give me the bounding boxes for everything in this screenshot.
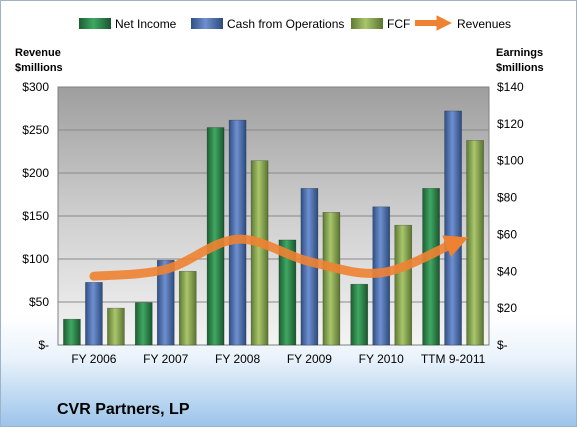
y-right-title-line1: Earnings — [496, 47, 543, 59]
y-right-title-line2: $millions — [496, 62, 544, 74]
x-tick-label: FY 2006 — [71, 352, 116, 366]
legend-label-net-income: Net Income — [115, 17, 177, 31]
revenue-line — [89, 234, 469, 281]
y-left-tick-label: $100 — [22, 252, 49, 266]
bar — [85, 282, 103, 346]
y-right-tick-label: $80 — [497, 191, 517, 205]
x-tick-label: FY 2009 — [287, 352, 332, 366]
y-left-title-line1: Revenue — [15, 47, 61, 59]
y-right-tick-label: $140 — [497, 80, 524, 94]
legend-label-revenues: Revenues — [457, 17, 511, 31]
legend: Net Income Cash from Operations FCF Reve… — [79, 15, 511, 31]
legend-label-cash-from-operations: Cash from Operations — [227, 17, 344, 31]
y-left-tick-label: $300 — [22, 80, 49, 94]
bar — [250, 160, 269, 346]
legend-label-fcf: FCF — [387, 17, 410, 31]
x-tick-label: FY 2010 — [359, 352, 404, 366]
bars — [63, 110, 484, 346]
bar — [422, 188, 440, 346]
x-tick-label: FY 2007 — [143, 352, 188, 366]
bar — [466, 140, 484, 346]
legend-swatch-cash-from-operations — [191, 18, 223, 29]
y-right-tick-label: $100 — [497, 154, 524, 168]
y-right-tick-label: $120 — [497, 117, 524, 131]
bar — [107, 307, 125, 346]
bar — [206, 127, 225, 346]
gridlines — [58, 129, 489, 303]
x-tick-label: FY 2008 — [215, 352, 260, 366]
x-tick-label: TTM 9-2011 — [421, 352, 486, 366]
bar — [134, 302, 153, 346]
y-right-tick-label: $60 — [497, 227, 517, 241]
y-left-tick-label: $250 — [22, 123, 49, 137]
y-right-tick-label: $20 — [497, 301, 517, 315]
y-left-tick-label: $50 — [29, 295, 49, 309]
bar — [228, 119, 247, 346]
y-right-tick-label: $- — [497, 338, 508, 352]
bar — [156, 259, 175, 346]
bar — [350, 283, 369, 346]
bar — [63, 318, 81, 346]
bar — [322, 212, 341, 346]
y-left-title-line2: $millions — [15, 62, 63, 74]
bar — [444, 110, 462, 346]
legend-swatch-net-income — [79, 18, 111, 29]
bar — [394, 224, 413, 346]
company-title: CVR Partners, LP — [57, 401, 190, 418]
revenue-line-path — [89, 234, 469, 281]
bar — [278, 239, 297, 346]
y-left-tick-label: $150 — [22, 209, 49, 223]
y-left-tick-label: $- — [38, 338, 49, 352]
y-right-tick-label: $40 — [497, 264, 517, 278]
bar — [178, 270, 197, 346]
legend-swatch-fcf — [351, 18, 383, 29]
y-left-tick-label: $200 — [22, 166, 49, 180]
tick-labels: $- $50 $100 $150 $200 $250 $300 $- $20 $40 $60 $80 $… — [22, 80, 524, 366]
